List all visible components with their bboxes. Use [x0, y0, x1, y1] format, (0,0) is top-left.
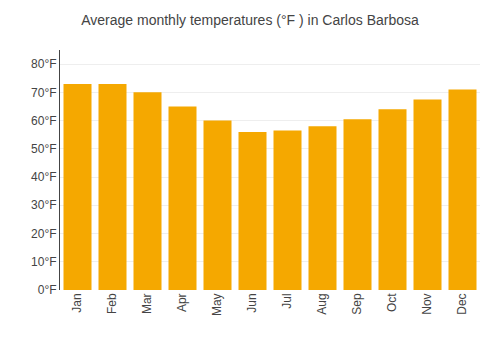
- svg-text:10°F: 10°F: [31, 255, 56, 269]
- svg-text:Jun: Jun: [245, 293, 259, 312]
- svg-text:Jan: Jan: [70, 293, 84, 312]
- svg-text:40°F: 40°F: [31, 170, 56, 184]
- svg-text:Dec: Dec: [455, 293, 469, 314]
- svg-text:Nov: Nov: [420, 293, 434, 314]
- svg-text:Oct: Oct: [385, 293, 399, 312]
- svg-text:Apr: Apr: [175, 293, 189, 312]
- svg-text:Mar: Mar: [140, 293, 154, 314]
- svg-text:80°F: 80°F: [31, 57, 56, 71]
- svg-text:Sep: Sep: [350, 293, 364, 315]
- svg-text:May: May: [210, 293, 224, 316]
- svg-text:Aug: Aug: [315, 293, 329, 314]
- svg-text:20°F: 20°F: [31, 227, 56, 241]
- svg-text:Average monthly temperatures (: Average monthly temperatures (°F ) in Ca…: [81, 12, 419, 28]
- svg-text:Feb: Feb: [105, 293, 119, 314]
- svg-text:Jul: Jul: [280, 293, 294, 308]
- svg-text:70°F: 70°F: [31, 86, 56, 100]
- svg-text:50°F: 50°F: [31, 142, 56, 156]
- svg-text:30°F: 30°F: [31, 198, 56, 212]
- svg-text:0°F: 0°F: [38, 283, 57, 297]
- svg-text:60°F: 60°F: [31, 114, 56, 128]
